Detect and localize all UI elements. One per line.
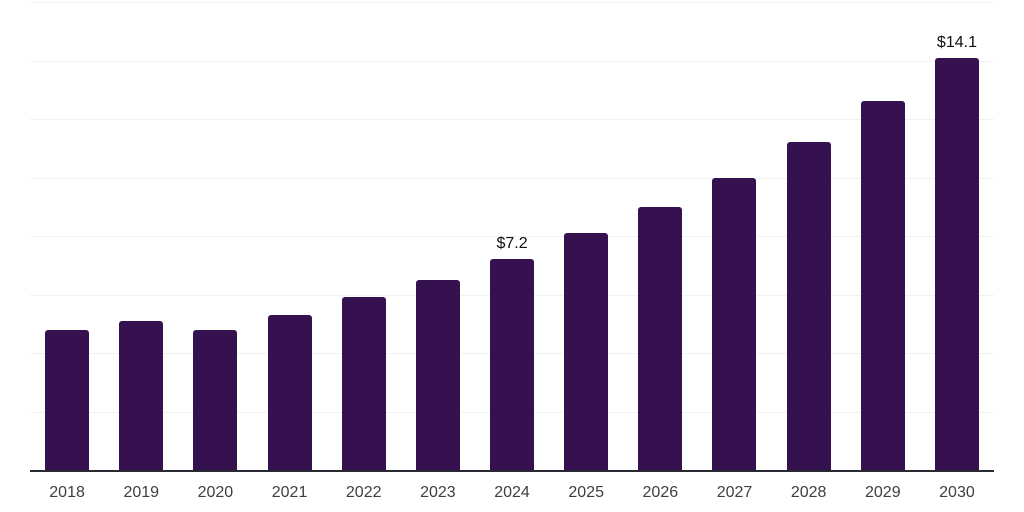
bar-2020 bbox=[193, 329, 238, 470]
bar-slot-2022 bbox=[327, 2, 401, 470]
bar-slot-2024: $7.2 bbox=[475, 2, 549, 470]
gridline-y-8 bbox=[30, 236, 994, 237]
x-tick-2026: 2026 bbox=[642, 484, 679, 501]
bar-2022 bbox=[341, 297, 386, 470]
bar-2027 bbox=[712, 177, 757, 470]
x-tick-2022: 2022 bbox=[345, 484, 382, 501]
bar-2025 bbox=[564, 233, 609, 470]
bars-layer: $7.2 $14.1 bbox=[30, 2, 994, 470]
x-tick-2020: 2020 bbox=[197, 484, 234, 501]
bar-2019 bbox=[119, 320, 164, 470]
gridline-y-12 bbox=[30, 119, 994, 120]
x-tick-2025: 2025 bbox=[568, 484, 604, 501]
x-tick-2018: 2018 bbox=[49, 484, 85, 501]
bar-slot-2030: $14.1 bbox=[920, 2, 994, 470]
bar-2028 bbox=[786, 142, 831, 470]
bar-slot-2027 bbox=[697, 2, 771, 470]
gridline-y-10 bbox=[30, 177, 994, 179]
x-tick-2024: 2024 bbox=[494, 484, 530, 501]
bar-2023 bbox=[415, 279, 460, 470]
x-tick-2029: 2029 bbox=[865, 484, 901, 501]
bar-slot-2023 bbox=[401, 2, 475, 470]
data-label-2024: $7.2 bbox=[496, 235, 528, 253]
bar-2029 bbox=[860, 101, 905, 470]
x-tick-2019: 2019 bbox=[123, 484, 160, 501]
x-tick-2030: 2030 bbox=[939, 484, 975, 501]
gridline-y-14 bbox=[30, 60, 994, 62]
bar-2026 bbox=[638, 206, 683, 470]
x-tick-2027: 2027 bbox=[716, 484, 753, 501]
x-tick-2023: 2023 bbox=[420, 484, 456, 501]
bar-slot-2020 bbox=[178, 2, 252, 470]
bar-slot-2028 bbox=[772, 2, 846, 470]
x-tick-2028: 2028 bbox=[790, 484, 827, 501]
data-label-2030: $14.1 bbox=[936, 33, 977, 51]
x-axis-line bbox=[30, 470, 994, 472]
bar-slot-2018 bbox=[30, 2, 104, 470]
bar-slot-2021 bbox=[252, 2, 326, 470]
bar-2024: $7.2 bbox=[490, 235, 535, 470]
bar-slot-2029 bbox=[846, 2, 920, 470]
bar-2018 bbox=[45, 329, 90, 470]
bar-2030: $14.1 bbox=[934, 34, 979, 470]
bar-slot-2025 bbox=[549, 2, 623, 470]
bar-slot-2026 bbox=[623, 2, 697, 470]
gridline-y-16 bbox=[30, 2, 994, 3]
x-axis-labels: 2018 2019 2020 2021 2022 2023 2024 2025 2026 2027… bbox=[30, 482, 994, 504]
plot-area: $7.2 $14.1 bbox=[30, 2, 994, 472]
bar-2021 bbox=[267, 314, 312, 470]
bar-slot-2019 bbox=[104, 2, 178, 470]
x-tick-2021: 2021 bbox=[271, 484, 308, 501]
